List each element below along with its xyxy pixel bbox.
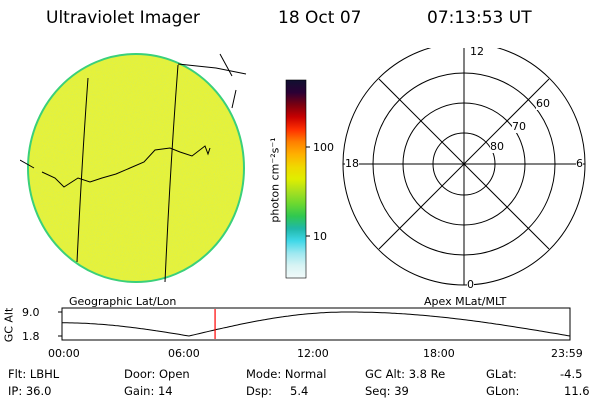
emission-texture (28, 54, 244, 282)
colorbar-unit-label: photon cm⁻²s⁻¹ (268, 137, 282, 223)
earth-limb (27, 53, 245, 283)
time-tick-0000: 00:00 (48, 347, 80, 360)
colorbar-tick-100: 100 (313, 141, 334, 154)
filter-info: Flt: LBHL (8, 367, 60, 381)
coastline (177, 63, 247, 75)
mlat-label-60: 60 (536, 97, 550, 110)
glon-value: 11.6 (564, 384, 590, 398)
geographic-label: Geographic Lat/Lon (69, 295, 177, 308)
mlt-label-18: 18 (345, 157, 359, 170)
gain-info: Gain: 14 (124, 384, 173, 398)
altitude-frame (61, 307, 571, 341)
alt-axis-label: GC Alt (2, 307, 16, 343)
time-tick-0600: 06:00 (168, 347, 200, 360)
ip-info: IP: 36.0 (8, 384, 52, 398)
glat-label: GLat: (486, 367, 517, 381)
altitude-curve (62, 311, 571, 337)
mlat-label-70: 70 (512, 120, 526, 133)
coastline (219, 53, 237, 109)
coastline (20, 145, 211, 188)
apex-label: Apex MLat/MLT (424, 295, 507, 308)
mlt-label-6: 6 (576, 157, 583, 170)
colorbar-tick-10: 10 (313, 230, 327, 243)
mlt-label-0: 0 (467, 278, 474, 291)
time-tick-1200: 12:00 (297, 347, 329, 360)
meridian-line (164, 64, 179, 283)
time-label: 07:13:53 UT (427, 8, 532, 28)
alt-tick-9: 9.0 (22, 306, 40, 319)
meridian-line (76, 77, 89, 263)
dsp-value: 5.4 (290, 384, 309, 398)
gc-alt-info: GC Alt: 3.8 Re (365, 367, 446, 381)
altitude-plot (58, 307, 571, 341)
glon-label: GLon: (486, 384, 520, 398)
mlt-line-diagonal (378, 78, 550, 250)
earth-image (20, 53, 247, 283)
glat-value: -4.5 (560, 367, 583, 381)
mlt-label-12: 12 (470, 45, 484, 58)
mlat-label-80: 80 (490, 140, 504, 153)
time-tick-1800: 18:00 (423, 347, 455, 360)
alt-tick-1_8: 1.8 (22, 330, 40, 343)
date-label: 18 Oct 07 (278, 8, 362, 28)
dsp-label: Dsp: (246, 384, 273, 398)
seq-info: Seq: 39 (365, 384, 409, 398)
polar-grid (342, 48, 586, 286)
colorbar-scale (285, 79, 307, 279)
time-tick-2359: 23:59 (551, 347, 583, 360)
door-info: Door: Open (124, 367, 190, 381)
colorbar (285, 79, 310, 279)
mode-info: Mode: Normal (246, 367, 327, 381)
instrument-title: Ultraviolet Imager (46, 8, 200, 28)
